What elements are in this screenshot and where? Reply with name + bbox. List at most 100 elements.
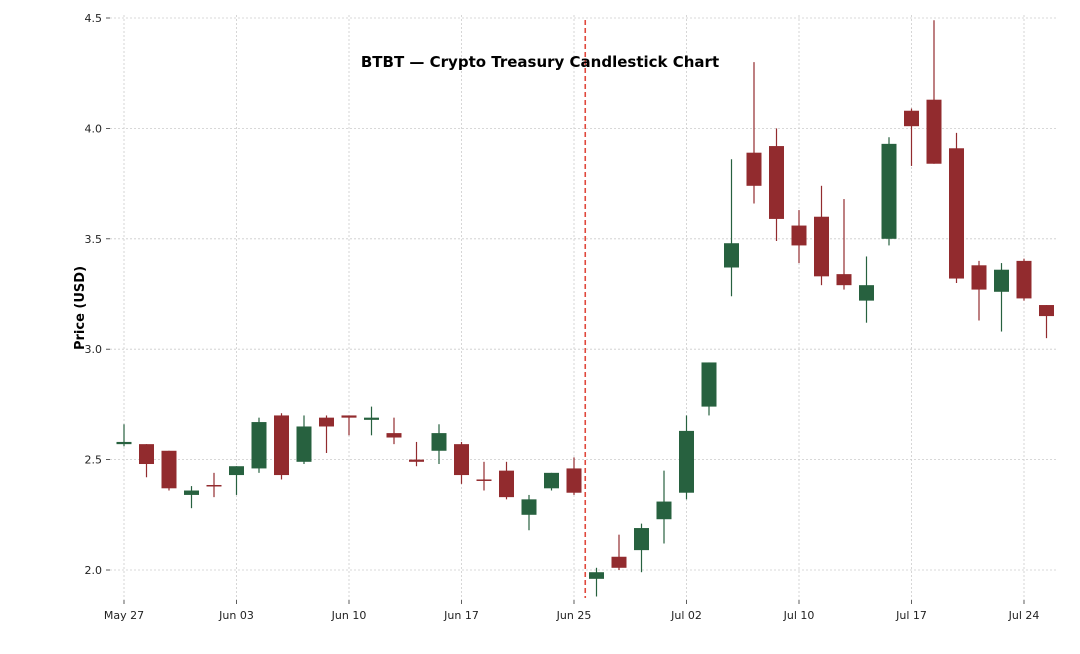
candle-body	[431, 433, 447, 451]
candle-body	[161, 450, 177, 489]
x-tick-label: May 27	[104, 609, 144, 622]
candle-up	[364, 406, 379, 436]
candle-body	[341, 415, 357, 418]
x-axis: May 27 Jun 03 Jun 10 Jun 17 Jun 25 Jul 02 Jul …	[104, 600, 1040, 622]
y-tick-label: 2.0	[85, 564, 103, 577]
candle-up	[116, 424, 132, 447]
candle-body	[499, 470, 514, 498]
candle-body	[701, 362, 717, 407]
candle-up	[881, 137, 897, 246]
candle-up	[634, 523, 649, 573]
y-tick-label: 3.5	[85, 233, 103, 246]
candle-body	[1016, 260, 1032, 299]
candle-body	[836, 274, 852, 286]
candles	[116, 20, 1054, 597]
x-tick-label: Jul 17	[895, 609, 927, 622]
candle-down	[904, 108, 919, 166]
x-tick-label: Jul 24	[1008, 609, 1040, 622]
candle-down	[409, 441, 424, 467]
x-tick-label: Jun 25	[556, 609, 592, 622]
candle-down	[319, 415, 334, 453]
y-axis: 2.0 2.5 3.0 3.5 4.0 4.5	[85, 12, 110, 577]
candle-body	[881, 143, 897, 239]
candle-body	[971, 265, 987, 290]
x-tick-label: Jul 10	[783, 609, 815, 622]
candle-body	[746, 152, 762, 186]
candle-down	[746, 62, 762, 204]
y-tick-label: 4.5	[85, 12, 103, 25]
candle-body	[611, 556, 627, 568]
candle-up	[679, 415, 694, 500]
candle-down	[566, 457, 582, 495]
grid	[110, 15, 1058, 600]
candle-body	[566, 468, 582, 493]
candle-up	[589, 567, 604, 597]
candle-up	[296, 415, 312, 465]
candle-up	[701, 362, 717, 416]
candle-down	[476, 461, 492, 491]
candle-body	[634, 528, 649, 551]
candle-down	[836, 199, 852, 290]
candle-up	[656, 470, 672, 544]
candle-body	[589, 572, 604, 579]
candle-body	[386, 433, 402, 438]
candle-down	[341, 415, 357, 436]
candle-body	[679, 430, 694, 493]
candle-body	[949, 148, 964, 279]
candle-body	[454, 444, 469, 476]
candle-body	[184, 490, 199, 495]
candle-down	[769, 128, 784, 242]
candle-down	[814, 185, 829, 286]
x-tick-label: Jun 03	[218, 609, 254, 622]
candle-body	[1039, 305, 1054, 317]
candle-body	[139, 444, 154, 465]
candle-body	[409, 459, 424, 462]
candle-down	[791, 210, 807, 264]
candle-down	[206, 472, 222, 498]
candle-body	[814, 216, 829, 277]
candle-body	[229, 466, 244, 476]
candle-up	[544, 472, 559, 491]
candle-body	[116, 441, 132, 445]
candle-body	[926, 99, 942, 164]
candle-body	[994, 269, 1009, 292]
candle-body	[521, 499, 537, 515]
candle-up	[251, 417, 267, 473]
candle-body	[724, 243, 739, 268]
candle-down	[1039, 305, 1054, 339]
y-axis-label: Price (USD)	[73, 266, 88, 350]
candle-body	[319, 417, 334, 427]
candle-body	[859, 285, 874, 301]
candle-up	[521, 494, 537, 531]
candle-down	[161, 450, 177, 491]
candle-body	[656, 501, 672, 520]
candle-up	[724, 159, 739, 297]
candle-up	[994, 263, 1009, 332]
candle-down	[139, 444, 154, 478]
candle-down	[454, 441, 469, 484]
candle-body	[364, 417, 379, 420]
candle-up	[859, 256, 874, 323]
candle-body	[274, 415, 289, 476]
y-tick-label: 2.5	[85, 454, 103, 467]
y-tick-label: 4.0	[85, 122, 103, 135]
candle-down	[971, 260, 987, 321]
candle-down	[949, 132, 964, 283]
candle-down	[926, 20, 942, 164]
x-tick-label: Jun 17	[443, 609, 479, 622]
y-tick-label: 3.0	[85, 343, 103, 356]
chart-title: BTBT — Crypto Treasury Candlestick Chart	[361, 53, 719, 71]
candle-down	[386, 417, 402, 445]
x-tick-label: Jul 02	[670, 609, 702, 622]
candle-down	[499, 461, 514, 500]
candle-body	[904, 110, 919, 127]
candle-down	[1016, 258, 1032, 301]
candle-down	[611, 534, 627, 570]
candle-up	[229, 466, 244, 495]
candle-body	[476, 479, 492, 481]
candle-body	[791, 225, 807, 246]
candle-body	[769, 146, 784, 219]
candle-up	[431, 424, 447, 465]
candle-up	[184, 486, 199, 509]
